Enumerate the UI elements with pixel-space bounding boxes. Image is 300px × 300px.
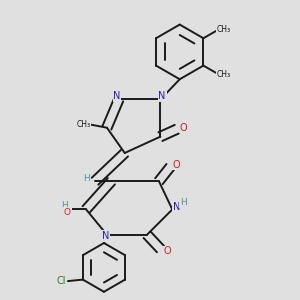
Text: H: H xyxy=(61,201,68,210)
Text: O: O xyxy=(64,208,71,217)
Text: O: O xyxy=(172,160,180,170)
Text: N: N xyxy=(113,91,121,101)
Text: O: O xyxy=(163,246,171,256)
Text: N: N xyxy=(173,202,180,212)
Text: CH₃: CH₃ xyxy=(216,70,230,79)
Text: H: H xyxy=(180,198,187,207)
Text: O: O xyxy=(179,123,187,133)
Text: CH₃: CH₃ xyxy=(216,25,230,34)
Text: H: H xyxy=(83,174,90,183)
Text: N: N xyxy=(158,91,166,101)
Text: N: N xyxy=(102,231,109,241)
Text: CH₃: CH₃ xyxy=(77,120,91,129)
Text: Cl: Cl xyxy=(56,276,66,286)
